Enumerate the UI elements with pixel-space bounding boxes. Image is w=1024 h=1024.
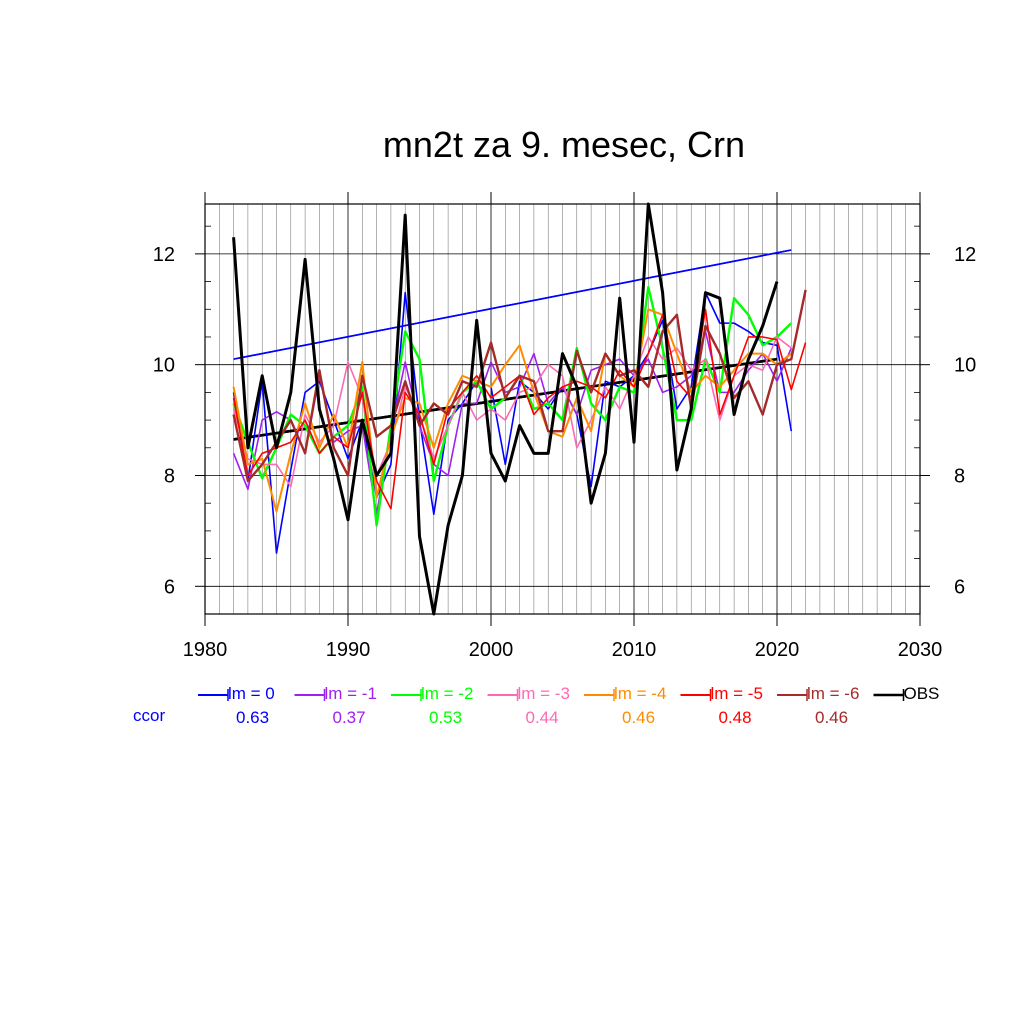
series-lines (232, 202, 807, 616)
y-tick-label-left: 12 (153, 244, 175, 266)
legend-label: lm = -4 (614, 684, 667, 703)
trend-lines (233, 249, 792, 441)
x-tick-label: 1990 (326, 639, 371, 661)
legend-label: lm = -6 (807, 684, 860, 703)
series-line-6 (232, 289, 807, 483)
chart-title: mn2t za 9. mesec, Crn (382, 124, 746, 165)
legend-label: lm = -3 (517, 684, 570, 703)
y-tick-label-left: 6 (164, 576, 175, 598)
legend-ccor-value: 0.37 (332, 708, 366, 727)
trend-line-top (233, 249, 792, 360)
x-tick-label: 1980 (183, 639, 228, 661)
y-tick-label-right: 10 (954, 355, 976, 377)
legend-ccor-value: 0.48 (718, 708, 752, 727)
legend-label: lm = -5 (710, 684, 763, 703)
legend-ccor-value: 0.53 (429, 708, 463, 727)
y-tick-label-right: 12 (954, 244, 976, 266)
series-line-3 (232, 336, 792, 488)
legend-ccor-value: 0.46 (815, 708, 849, 727)
legend-ccor-value: 0.63 (236, 708, 270, 727)
y-tick-label-right: 6 (954, 576, 965, 598)
legend-label: lm = 0 (228, 684, 275, 703)
legend-label: lm = -2 (421, 684, 474, 703)
x-tick-label: 2000 (469, 639, 514, 661)
series-line-7 (232, 202, 779, 616)
legend-label: OBS (903, 684, 940, 703)
axes (195, 192, 930, 626)
x-tick-label: 2020 (755, 639, 800, 661)
legend-label: lm = -1 (324, 684, 377, 703)
legend-lines (198, 689, 905, 701)
x-tick-label: 2030 (898, 639, 943, 661)
tick-labels: 1980 1990 2000 2010 2020 2030 6 6 8 8 10 10 12 12 (153, 244, 977, 661)
legend-ccor-value: 0.46 (622, 708, 656, 727)
y-tick-label-left: 10 (153, 355, 175, 377)
plot-frame (204, 203, 921, 615)
x-tick-label: 2010 (612, 639, 657, 661)
ccor-label: ccor (133, 706, 166, 725)
legend-ccor-value: 0.44 (525, 708, 559, 727)
grid (205, 204, 920, 614)
y-tick-label-right: 8 (954, 465, 965, 487)
y-tick-label-left: 8 (164, 465, 175, 487)
